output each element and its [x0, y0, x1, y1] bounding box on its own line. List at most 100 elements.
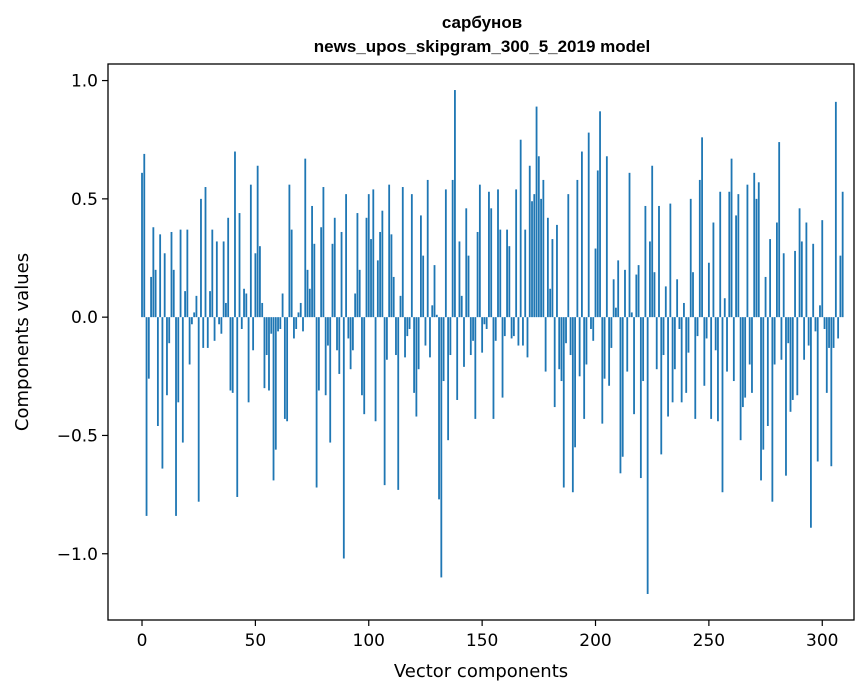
bar-109	[388, 184, 391, 318]
x-tick-label: 300	[806, 631, 838, 651]
bar-302	[825, 317, 828, 393]
bar-264	[739, 317, 742, 441]
bar-48	[249, 184, 252, 318]
bar-92	[349, 317, 352, 370]
bar-23	[193, 312, 196, 318]
bar-15	[175, 317, 177, 516]
bar-99	[365, 217, 368, 318]
bar-186	[562, 317, 565, 488]
bar-169	[524, 229, 527, 318]
y-tick-label: −1.0	[57, 545, 98, 565]
x-axis-ticks: 0 50 100 150 200 250 300	[137, 620, 838, 651]
bar-65	[288, 184, 291, 318]
bar-306	[834, 101, 837, 318]
bar-173	[533, 194, 536, 318]
bar-10	[163, 253, 166, 318]
bar-3	[147, 317, 150, 379]
bar-7	[156, 317, 159, 426]
bar-303	[828, 317, 830, 348]
bar-6	[154, 269, 157, 318]
x-tick-label: 250	[693, 631, 725, 651]
bar-37	[225, 302, 227, 318]
bar-151	[483, 317, 486, 325]
bar-85	[333, 217, 336, 318]
bar-27	[202, 317, 205, 348]
bar-286	[789, 317, 792, 412]
bar-140	[458, 241, 461, 318]
bars-group	[141, 90, 844, 594]
bar-115	[401, 187, 404, 318]
bar-171	[528, 165, 531, 318]
bar-9	[161, 317, 164, 469]
bar-197	[587, 132, 590, 318]
bar-152	[485, 317, 488, 329]
bar-110	[390, 234, 393, 318]
bar-298	[816, 317, 819, 462]
bar-89	[342, 317, 345, 559]
bar-138	[454, 90, 456, 318]
bar-46	[245, 293, 248, 318]
bar-181	[551, 239, 554, 318]
bar-212	[621, 317, 624, 457]
bar-91	[347, 317, 350, 339]
bar-278	[771, 317, 774, 502]
bar-188	[567, 194, 570, 318]
bar-280	[776, 222, 778, 318]
bar-305	[832, 317, 835, 348]
bar-272	[757, 182, 760, 318]
bar-255	[719, 191, 722, 318]
bar-150	[481, 317, 484, 353]
bar-177	[542, 179, 545, 318]
bar-279	[773, 317, 776, 365]
bar-93	[351, 317, 354, 351]
bar-153	[488, 191, 490, 318]
bar-29	[206, 317, 209, 348]
bar-189	[569, 317, 572, 356]
bar-160	[503, 317, 506, 337]
bar-256	[721, 317, 724, 493]
bar-49	[252, 317, 255, 351]
bar-203	[601, 317, 604, 424]
bar-182	[553, 317, 556, 408]
bar-156	[494, 317, 497, 341]
bar-261	[732, 317, 735, 382]
bar-200	[594, 248, 597, 318]
bar-121	[415, 317, 418, 417]
bar-117	[406, 317, 409, 337]
bar-59	[274, 317, 277, 450]
bar-193	[578, 317, 581, 377]
bar-288	[794, 250, 796, 318]
bar-141	[460, 295, 463, 318]
bar-157	[497, 189, 499, 318]
bar-118	[408, 317, 411, 329]
bar-31	[211, 229, 214, 318]
bar-14	[172, 269, 175, 318]
bar-233	[669, 203, 672, 318]
bar-174	[535, 106, 538, 318]
y-tick-label: −0.5	[57, 426, 98, 446]
bar-232	[667, 317, 669, 417]
bar-220	[639, 317, 642, 479]
bar-170	[526, 317, 529, 358]
bar-51	[256, 165, 259, 318]
bar-74	[308, 288, 311, 318]
bar-96	[358, 269, 361, 318]
y-tick-label: 0.5	[71, 190, 98, 210]
bar-194	[581, 151, 583, 318]
bar-70	[299, 302, 302, 318]
bar-132	[440, 317, 443, 578]
bar-245	[696, 317, 699, 337]
bar-161	[506, 229, 508, 318]
bar-166	[517, 317, 520, 346]
bar-283	[782, 253, 785, 318]
bar-11	[166, 317, 168, 396]
bar-242	[689, 198, 692, 318]
bar-145	[469, 317, 472, 356]
y-tick-label: 0.0	[71, 308, 98, 328]
bar-216	[630, 312, 633, 318]
bar-86	[336, 317, 338, 351]
bar-36	[222, 241, 225, 318]
bar-34	[218, 317, 221, 325]
bar-105	[379, 231, 381, 318]
bar-236	[676, 279, 679, 318]
